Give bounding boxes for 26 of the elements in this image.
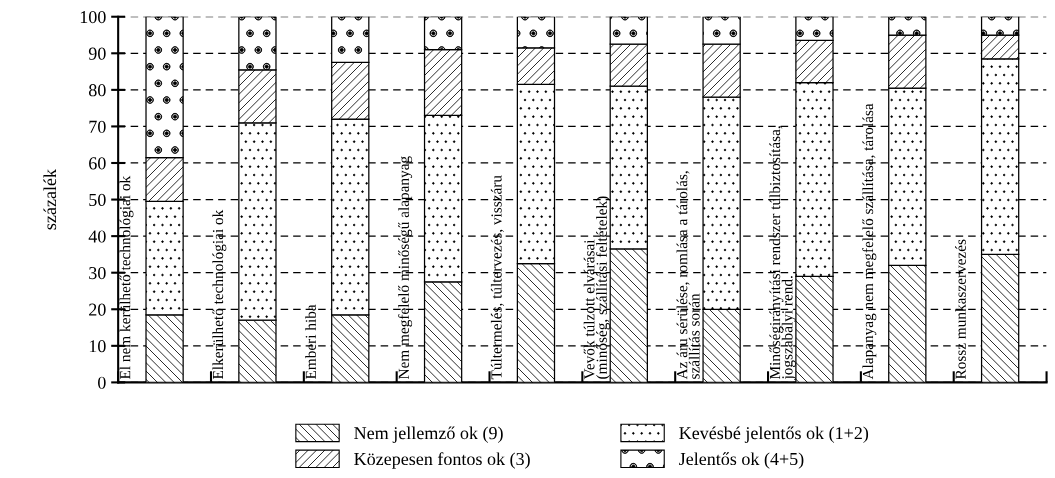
y-tick-label: 100	[80, 10, 106, 24]
legend-label: Közepesen fontos ok (3)	[354, 452, 530, 469]
x-tick-label: Minőségirányítási rendszer túlbiztosítása, jogszabályi rend.	[769, 126, 796, 380]
y-tick-label: 30	[89, 266, 106, 280]
y-tick-label: 20	[89, 303, 106, 316]
legend-label: Kevésbé jelentős ok (1+2)	[679, 426, 869, 443]
x-tick-label: Alapanyag nem megfelelő szállítása, tárolása	[862, 103, 877, 380]
y-tick-label: 0	[98, 376, 106, 389]
y-tick-label: 60	[89, 157, 106, 170]
x-tick-label: Nem megfelelő minőségű alapanyag	[398, 156, 413, 380]
y-tick-label: 80	[88, 84, 106, 97]
x-tick-label: Az áru sérülése, romlása a tárolás, szállítás során	[676, 171, 700, 380]
y-tick-label: 90	[88, 47, 106, 60]
x-tick-label: Vevők túlzott elvárásai (minőség, szállítási feltételek)	[583, 196, 611, 380]
x-tick-label: Rossz munkaszervezés	[955, 239, 966, 380]
legend-label: Jelentős ok (4+5)	[679, 452, 804, 469]
x-tick-label: Emberi hiba	[305, 304, 316, 380]
x-tick-label: Elkerülhető technológiai ok	[212, 209, 227, 380]
y-tick-label: 50	[89, 193, 106, 207]
legend-label: Nem jellemző ok (9)	[354, 426, 503, 443]
y-axis-title: százalék	[43, 169, 57, 230]
y-tick-label: 10	[89, 340, 106, 353]
x-tick-label: Túltermelés, túltervezés, visszáru	[490, 175, 504, 380]
x-tick-label: El nem kerülhető technológiai ok	[119, 175, 134, 380]
y-tick-label: 40	[88, 230, 106, 243]
y-tick-label: 70	[89, 120, 106, 133]
